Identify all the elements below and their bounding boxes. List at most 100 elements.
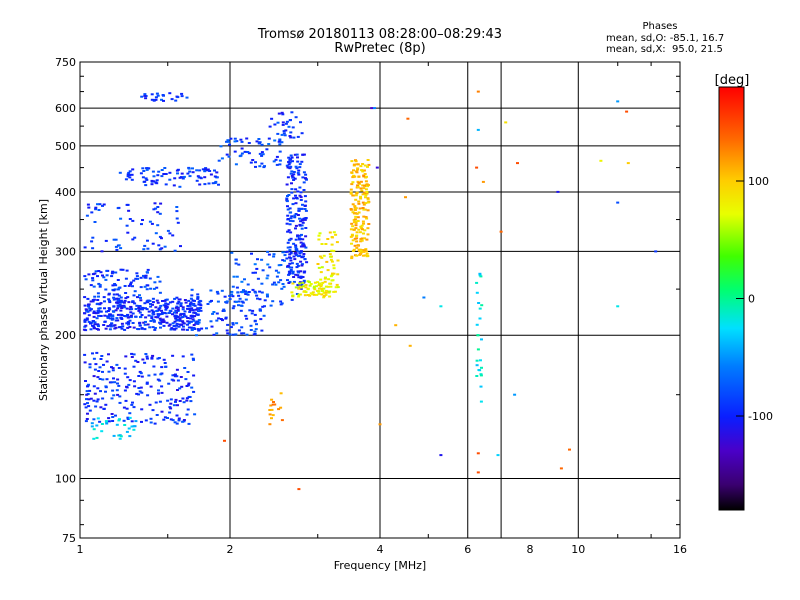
data-point xyxy=(191,309,195,312)
data-point xyxy=(278,138,282,141)
data-point xyxy=(110,397,114,400)
data-point xyxy=(148,403,152,406)
data-point xyxy=(156,275,160,278)
data-point xyxy=(476,452,480,455)
data-point xyxy=(136,361,140,363)
data-point xyxy=(356,186,360,189)
data-point xyxy=(151,326,155,329)
data-point xyxy=(148,277,152,280)
x-tick-label: 6 xyxy=(464,543,471,556)
data-point xyxy=(112,293,116,296)
data-point xyxy=(216,300,220,303)
data-point xyxy=(231,285,235,288)
data-point xyxy=(247,142,251,144)
data-point xyxy=(254,161,257,164)
data-point xyxy=(300,227,304,230)
data-point xyxy=(324,285,328,288)
data-point xyxy=(173,297,177,300)
data-point xyxy=(101,204,104,207)
data-point xyxy=(111,315,115,318)
data-point xyxy=(115,293,119,296)
data-point xyxy=(256,258,259,261)
data-point xyxy=(198,169,202,172)
data-point xyxy=(168,171,172,174)
data-point xyxy=(104,278,108,281)
data-point xyxy=(168,301,172,304)
data-point xyxy=(278,150,282,153)
data-point xyxy=(111,420,115,422)
data-point xyxy=(153,202,157,205)
data-point xyxy=(151,354,155,357)
data-point xyxy=(126,296,130,299)
data-point xyxy=(99,302,103,305)
data-point xyxy=(150,98,154,101)
data-point xyxy=(260,258,264,261)
data-point xyxy=(178,400,182,402)
data-point xyxy=(175,296,179,299)
data-point xyxy=(127,383,131,386)
data-point xyxy=(302,279,306,282)
data-point xyxy=(357,181,361,184)
data-point xyxy=(350,257,354,260)
data-point xyxy=(120,307,124,309)
data-point xyxy=(116,299,120,302)
data-point xyxy=(152,287,156,290)
data-point xyxy=(559,467,563,470)
data-point xyxy=(273,139,277,142)
data-point xyxy=(193,315,197,318)
data-point xyxy=(302,181,306,184)
data-point xyxy=(143,323,147,326)
data-point xyxy=(158,306,162,309)
data-point xyxy=(283,134,287,137)
data-point xyxy=(178,298,182,301)
data-point xyxy=(361,254,365,257)
data-point xyxy=(326,269,330,272)
data-point xyxy=(110,322,114,325)
data-point xyxy=(292,171,296,173)
data-point xyxy=(258,141,262,144)
data-point xyxy=(136,296,139,299)
data-point xyxy=(128,412,132,415)
data-point xyxy=(112,305,116,308)
data-point xyxy=(187,326,191,329)
data-point xyxy=(171,307,175,310)
data-point xyxy=(91,320,95,323)
data-point xyxy=(251,309,255,312)
data-point xyxy=(156,301,160,304)
data-point xyxy=(293,177,297,180)
data-point xyxy=(272,253,276,256)
data-point xyxy=(304,217,308,219)
data-point xyxy=(326,285,330,288)
data-point xyxy=(292,255,296,258)
data-point xyxy=(171,322,175,325)
data-point xyxy=(143,94,147,97)
data-point xyxy=(350,234,354,237)
data-point xyxy=(119,309,123,312)
data-point xyxy=(139,286,143,289)
data-point xyxy=(145,288,149,291)
data-point xyxy=(228,294,232,297)
data-point xyxy=(301,221,305,224)
data-point xyxy=(155,92,159,95)
data-point xyxy=(138,305,142,308)
data-point xyxy=(375,166,379,169)
data-point xyxy=(144,419,148,422)
data-point xyxy=(290,174,294,177)
data-point xyxy=(151,409,155,412)
data-point xyxy=(109,314,113,317)
data-point xyxy=(215,332,219,335)
data-point xyxy=(173,374,177,376)
data-point xyxy=(107,420,111,423)
data-point xyxy=(186,320,190,323)
data-point xyxy=(114,271,118,274)
data-point xyxy=(108,308,112,311)
data-point xyxy=(140,314,144,316)
data-point xyxy=(132,353,136,356)
data-point xyxy=(141,306,145,309)
data-point xyxy=(362,184,366,187)
data-point xyxy=(205,327,208,330)
data-point xyxy=(156,316,159,319)
data-point xyxy=(295,196,298,199)
data-point xyxy=(156,174,160,177)
data-point xyxy=(353,244,357,247)
